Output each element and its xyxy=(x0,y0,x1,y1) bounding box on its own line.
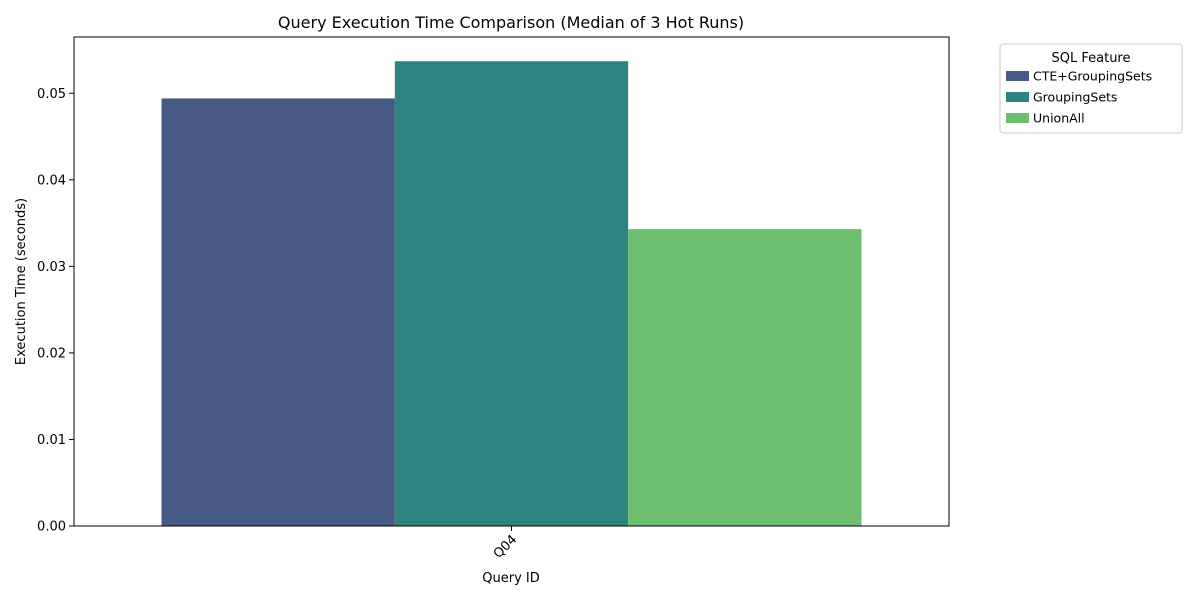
y-tick-label: 0.03 xyxy=(37,260,66,275)
y-axis-ticks: 0.00 0.01 0.02 0.03 0.04 0.05 xyxy=(37,87,74,535)
y-tick-label: 0.00 xyxy=(37,520,66,535)
bar-groupingsets-q04 xyxy=(394,61,629,526)
y-tick-label: 0.05 xyxy=(37,87,66,102)
bar-cte-groupingsets-q04 xyxy=(161,98,395,526)
legend-swatch-groupingsets xyxy=(1006,92,1029,102)
y-tick-label: 0.02 xyxy=(37,346,66,361)
y-axis-label: Execution Time (seconds) xyxy=(14,198,29,365)
bar-unionall-q04 xyxy=(628,229,862,526)
x-tick-label: Q04 xyxy=(491,532,521,562)
legend-label-cte-groupingsets: CTE+GroupingSets xyxy=(1033,69,1152,84)
legend-frame xyxy=(999,43,1183,134)
legend-label-unionall: UnionAll xyxy=(1033,111,1085,126)
plot-frame xyxy=(73,36,950,527)
legend-title: SQL Feature xyxy=(1052,51,1131,66)
legend-label-groupingsets: GroupingSets xyxy=(1033,90,1117,105)
legend: SQL Feature CTE+GroupingSets GroupingSets… xyxy=(999,43,1183,134)
legend-swatch-unionall xyxy=(1006,113,1029,123)
x-axis-ticks: Q04 xyxy=(491,526,521,562)
x-axis-label: Query ID xyxy=(482,571,539,586)
y-tick-label: 0.01 xyxy=(37,433,66,448)
legend-items: CTE+GroupingSets GroupingSets UnionAll xyxy=(1006,69,1152,126)
bars-group xyxy=(161,61,862,526)
legend-swatch-cte-groupingsets xyxy=(1006,71,1029,81)
chart-title: Query Execution Time Comparison (Median … xyxy=(278,13,744,32)
y-tick-label: 0.04 xyxy=(37,173,66,188)
